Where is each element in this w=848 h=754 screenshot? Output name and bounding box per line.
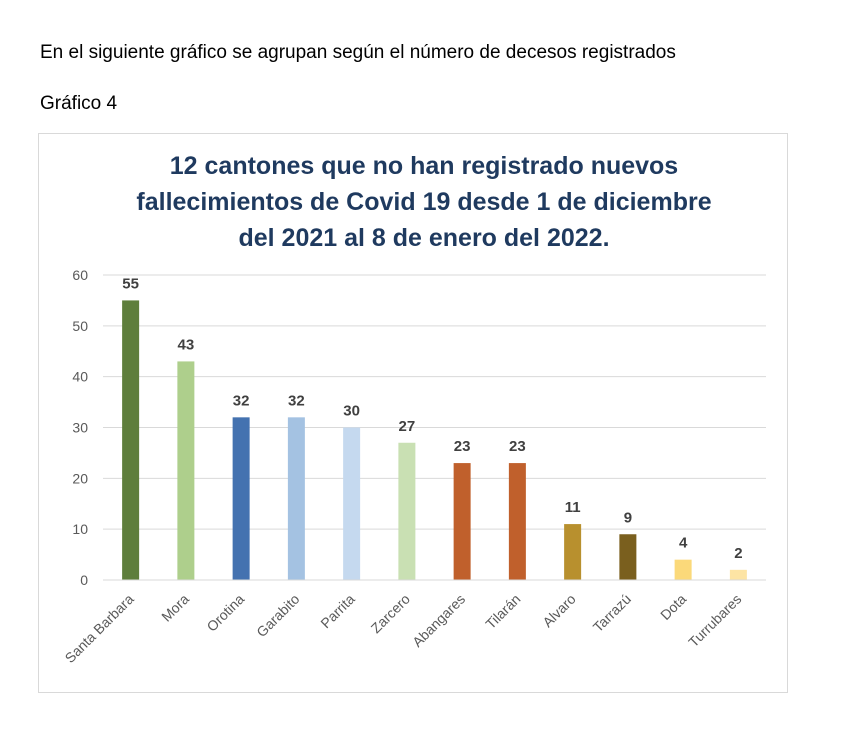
chart-title: 12 cantones que no han registrado nuevos… xyxy=(0,148,848,256)
data-label: 2 xyxy=(734,545,742,562)
chart-title-line-1: 12 cantones que no han registrado nuevos xyxy=(169,152,679,180)
data-label: 30 xyxy=(343,403,360,420)
bar xyxy=(619,534,637,580)
bar xyxy=(122,300,140,580)
y-tick-label: 30 xyxy=(72,420,88,436)
category-label: Parrita xyxy=(317,591,358,632)
bar xyxy=(674,559,692,580)
data-label: 23 xyxy=(509,438,526,455)
y-tick-label: 60 xyxy=(72,267,88,283)
category-label: Dota xyxy=(657,591,689,623)
data-label: 27 xyxy=(399,418,416,435)
y-tick-label: 20 xyxy=(72,470,88,486)
bar xyxy=(564,524,582,580)
category-label: Garabito xyxy=(253,591,302,640)
y-tick-label: 50 xyxy=(72,318,88,334)
category-label: Tarrazú xyxy=(590,591,634,635)
bar xyxy=(343,427,361,580)
data-label: 23 xyxy=(454,438,471,455)
bar xyxy=(398,442,416,580)
category-label: Tilarán xyxy=(482,591,523,632)
bar xyxy=(453,463,471,580)
y-tick-label: 10 xyxy=(72,521,88,537)
chart-title-line-2: fallecimientos de Covid 19 desde 1 de di… xyxy=(136,188,712,216)
intro-text: En el siguiente gráfico se agrupan según… xyxy=(40,42,676,63)
data-label: 32 xyxy=(233,392,250,409)
figure-caption: Gráfico 4 xyxy=(40,93,118,114)
chart-frame xyxy=(38,133,788,693)
category-label: Turrubares xyxy=(685,591,744,650)
category-label: Abangares xyxy=(409,591,468,650)
category-label: Orotina xyxy=(203,591,247,635)
data-label: 11 xyxy=(565,499,581,516)
y-tick-label: 0 xyxy=(80,572,88,588)
category-label: Zarcero xyxy=(368,591,414,637)
bar xyxy=(177,361,195,580)
data-label: 9 xyxy=(624,509,632,526)
bar xyxy=(508,463,526,580)
category-label: Mora xyxy=(158,591,192,625)
bar xyxy=(232,417,250,580)
chart-title-line-3: del 2021 al 8 de enero del 2022. xyxy=(238,224,610,252)
y-tick-label: 40 xyxy=(72,369,88,385)
category-label: Alvaro xyxy=(539,591,579,631)
data-label: 4 xyxy=(679,535,688,552)
category-label: Santa Barbara xyxy=(62,591,137,666)
data-label: 32 xyxy=(288,392,305,409)
bar xyxy=(287,417,305,580)
data-label: 55 xyxy=(122,275,139,292)
bar xyxy=(729,569,747,580)
data-label: 43 xyxy=(178,336,195,353)
